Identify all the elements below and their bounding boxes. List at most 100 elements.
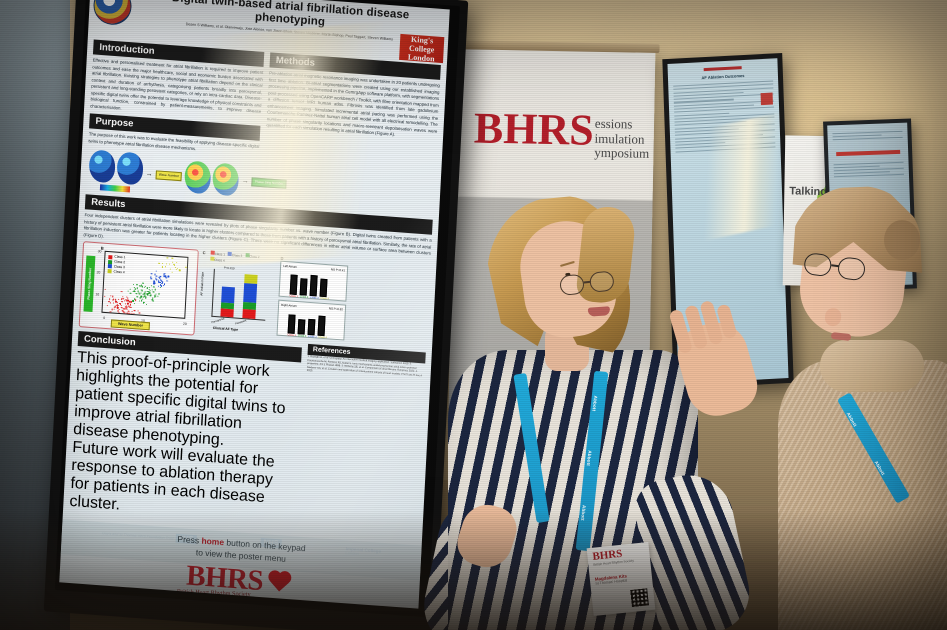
scatter-point (117, 304, 119, 307)
poster-column-right: Methods Pre-ablation atrial magnetic res… (265, 48, 441, 170)
scatter-point (122, 297, 124, 300)
kings-college-logo: King's College London (399, 33, 445, 64)
scatter-point (160, 285, 163, 287)
scatter-point (167, 280, 169, 282)
scatter-ytick-10: 10 (95, 292, 100, 297)
banner-word-1: essions (594, 115, 633, 132)
scatter-point (120, 304, 122, 307)
scatter-point (126, 308, 128, 310)
scatter-xtick-0: 0 (103, 316, 106, 321)
scatter-point (150, 272, 153, 275)
scatter-point (156, 278, 158, 281)
scatter-point (136, 283, 138, 286)
scatter-point (136, 287, 139, 289)
scatter-point (176, 267, 178, 270)
scatter-xlabel: Wave Number (110, 319, 151, 331)
scatter-point (159, 287, 162, 289)
scatter-point (132, 312, 135, 315)
scatter-point (159, 284, 161, 286)
scatter-point (143, 295, 146, 297)
phase-sing-number-label: Phase Sing Number (251, 176, 287, 189)
scatter-point (154, 273, 156, 276)
scatter-point (142, 282, 144, 284)
la-pvalue: NS P=0.41 (330, 267, 346, 273)
panel-c: C Class 1 Class 3 Class 2 Class 4 AF Ini… (199, 250, 277, 333)
bottom-shadow (0, 510, 947, 630)
panel-d-chart-left-atrium: Left Atrium NS P=0.41 Class 1 (278, 261, 349, 303)
scatter-point (142, 301, 144, 304)
scatter-point (116, 307, 119, 309)
ra-leg-2: Class 2 (297, 334, 307, 339)
wave-number-label: Wave Number (155, 169, 183, 182)
scatter-point (164, 273, 166, 275)
references-block: References 1. Razeghi O, et al. CemrgApp… (298, 344, 426, 536)
phase-colorbar (99, 184, 131, 193)
scatter-point (169, 263, 171, 265)
scatter-point (127, 290, 130, 293)
scatter-point (104, 288, 106, 291)
ra-title: Right Atrium (280, 303, 297, 309)
scatter-ytick-20: 20 (96, 270, 101, 275)
la-title: Left Atrium (283, 264, 298, 270)
ra-leg-4: Class 4 (318, 336, 327, 340)
scatter-point (118, 298, 120, 301)
person-attendee: Abbott Abbott (768, 172, 947, 630)
attendee-hair-bun (884, 220, 920, 260)
scatter-point (124, 311, 126, 314)
scatter-xtick-20: 20 (182, 322, 187, 327)
scatter-point (175, 261, 178, 264)
conclusion-list: This proof-of-principle work highlights … (69, 349, 301, 527)
scatter-point (104, 295, 106, 298)
ra-leg-1: Class 1 (287, 333, 296, 338)
scatter-point (154, 288, 156, 291)
scatter-point (155, 295, 157, 297)
scatter-point (171, 271, 173, 274)
pc-legend-1: Class 1 (214, 252, 226, 258)
la-leg-1: Class 1 (289, 294, 298, 299)
scatter-point (106, 304, 108, 307)
panel-c-label: C (202, 250, 206, 256)
scatter-point (185, 266, 187, 268)
scatter-point (155, 270, 158, 272)
scatter-point (115, 298, 117, 301)
bar-paroxysmal (220, 286, 235, 318)
scatter-point (149, 294, 152, 297)
scatter-point (127, 299, 129, 302)
panel-c-xlabel: Clinical AF Type (212, 326, 239, 333)
scatter-point (165, 263, 167, 265)
banner-acronym: BHRS (473, 103, 595, 155)
scatter-point (125, 300, 127, 302)
scatter-point (109, 298, 111, 301)
scatter-point (142, 298, 144, 300)
banner-words: essions imulation ymposium (594, 115, 650, 162)
scatter-point (150, 285, 152, 287)
scatter-point (129, 288, 132, 290)
scatter-plot: B Phase Sing Number 30 20 10 Class 1 Cla… (83, 246, 195, 332)
scatter-point (146, 294, 149, 297)
atrium-model-1-icon (88, 149, 116, 184)
attendee-collar (820, 340, 924, 392)
scatter-point (158, 293, 160, 295)
scatter-point (150, 278, 152, 280)
scatter-point (137, 309, 140, 312)
panel-b: B Phase Sing Number 30 20 10 Class 1 Cla… (78, 241, 199, 336)
scatter-point (126, 303, 128, 305)
scatter-point (133, 302, 136, 305)
panel-c-cat-1: Paroxysmal (211, 317, 225, 325)
section-body-introduction: Effective and personalised treatment for… (90, 57, 264, 115)
scatter-point (129, 300, 131, 302)
ra-pvalue: NS P=0.32 (328, 306, 344, 312)
scatter-point (110, 310, 112, 313)
poster2-logo (760, 92, 773, 106)
scatter-point (153, 286, 155, 288)
scatter-point (119, 302, 121, 305)
banner-word-2: imulation (594, 130, 645, 147)
scatter-point (135, 293, 138, 295)
scatter-point (145, 303, 147, 305)
scatter-point (132, 300, 134, 302)
scatter-point (161, 263, 164, 265)
scatter-point (126, 312, 129, 314)
poster-column-left: Introduction Effective and personalised … (88, 35, 265, 157)
pc-legend-4: Class 4 (214, 258, 225, 264)
